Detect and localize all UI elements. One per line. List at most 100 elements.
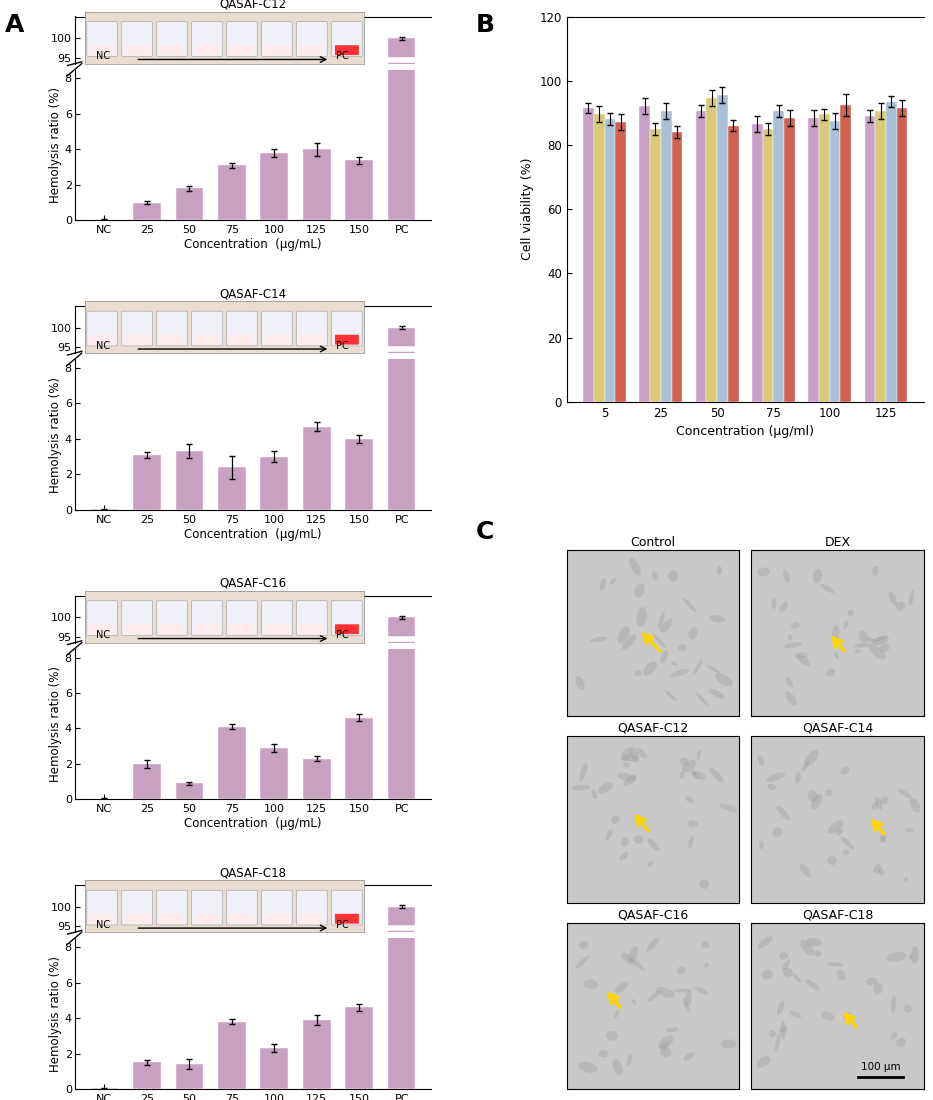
Ellipse shape [784,642,802,648]
Text: B: B [476,13,494,37]
Bar [260,1048,288,1089]
Ellipse shape [683,597,696,612]
Ellipse shape [661,618,673,632]
Bar [763,129,773,402]
Ellipse shape [841,837,855,849]
Ellipse shape [678,645,687,651]
Ellipse shape [679,772,684,779]
Y-axis label: Hemolysis ratio (%): Hemolysis ratio (%) [49,667,62,782]
Ellipse shape [710,768,724,783]
Ellipse shape [769,1030,776,1037]
Ellipse shape [785,692,797,705]
Ellipse shape [583,979,598,989]
Ellipse shape [896,602,906,610]
Ellipse shape [661,650,668,663]
Ellipse shape [807,791,818,802]
Ellipse shape [700,880,709,889]
Bar [133,455,160,510]
Ellipse shape [843,620,848,629]
Bar [260,999,288,1010]
Ellipse shape [685,796,694,803]
Ellipse shape [715,673,733,686]
Bar [260,416,288,431]
Ellipse shape [579,763,588,781]
Y-axis label: Hemolysis ratio (%): Hemolysis ratio (%) [49,87,62,204]
Ellipse shape [634,670,642,676]
Ellipse shape [630,958,645,971]
Bar [260,748,288,800]
Ellipse shape [831,625,839,644]
Ellipse shape [890,1032,898,1040]
Ellipse shape [867,637,876,642]
Bar [865,116,875,402]
Bar [133,202,160,220]
Ellipse shape [821,584,835,593]
Ellipse shape [758,756,764,766]
Ellipse shape [783,570,790,583]
Ellipse shape [910,799,921,813]
Ellipse shape [814,950,821,957]
Ellipse shape [828,962,843,967]
Bar [345,439,373,510]
Ellipse shape [630,747,639,762]
Ellipse shape [679,757,689,766]
Ellipse shape [779,1026,787,1033]
Bar [218,419,245,431]
Ellipse shape [761,969,773,979]
Ellipse shape [783,968,793,977]
Ellipse shape [872,565,879,575]
Ellipse shape [598,1050,608,1057]
Title: QASAF-C16: QASAF-C16 [618,909,689,922]
Ellipse shape [878,869,884,876]
Bar [345,992,373,1010]
Bar [175,424,203,431]
Ellipse shape [888,591,898,606]
Ellipse shape [813,569,822,583]
Ellipse shape [866,978,878,984]
Ellipse shape [909,955,913,959]
Ellipse shape [789,1011,801,1018]
Ellipse shape [804,750,818,766]
Bar [303,150,330,220]
Ellipse shape [697,749,701,760]
Ellipse shape [683,998,690,1013]
Bar [260,708,288,720]
Bar [650,129,661,402]
Bar [218,727,245,800]
Ellipse shape [896,1037,906,1047]
Ellipse shape [627,1054,632,1066]
Bar [605,119,615,402]
Bar [260,153,288,220]
Ellipse shape [618,773,636,782]
Ellipse shape [658,612,664,629]
Ellipse shape [636,607,647,627]
Title: Control: Control [631,536,675,549]
X-axis label: Concentration  (μg/mL): Concentration (μg/mL) [184,238,322,251]
Bar [175,1006,203,1010]
Bar [875,111,886,402]
Bar [841,104,851,402]
Ellipse shape [855,649,861,653]
Bar [175,783,203,800]
Ellipse shape [671,669,689,676]
Bar [784,118,795,402]
Ellipse shape [719,803,737,812]
Ellipse shape [873,982,883,994]
Ellipse shape [652,571,659,580]
Bar [345,718,373,800]
Ellipse shape [858,630,869,644]
Ellipse shape [709,689,725,698]
Ellipse shape [800,864,811,877]
Ellipse shape [837,969,845,981]
Ellipse shape [759,840,764,849]
Ellipse shape [652,634,666,648]
Ellipse shape [677,967,686,975]
Ellipse shape [612,1059,622,1076]
Bar [819,114,829,402]
Ellipse shape [841,767,850,775]
Ellipse shape [682,760,696,772]
Ellipse shape [668,570,678,582]
Bar [388,0,415,510]
Ellipse shape [621,748,633,761]
Ellipse shape [787,635,793,640]
